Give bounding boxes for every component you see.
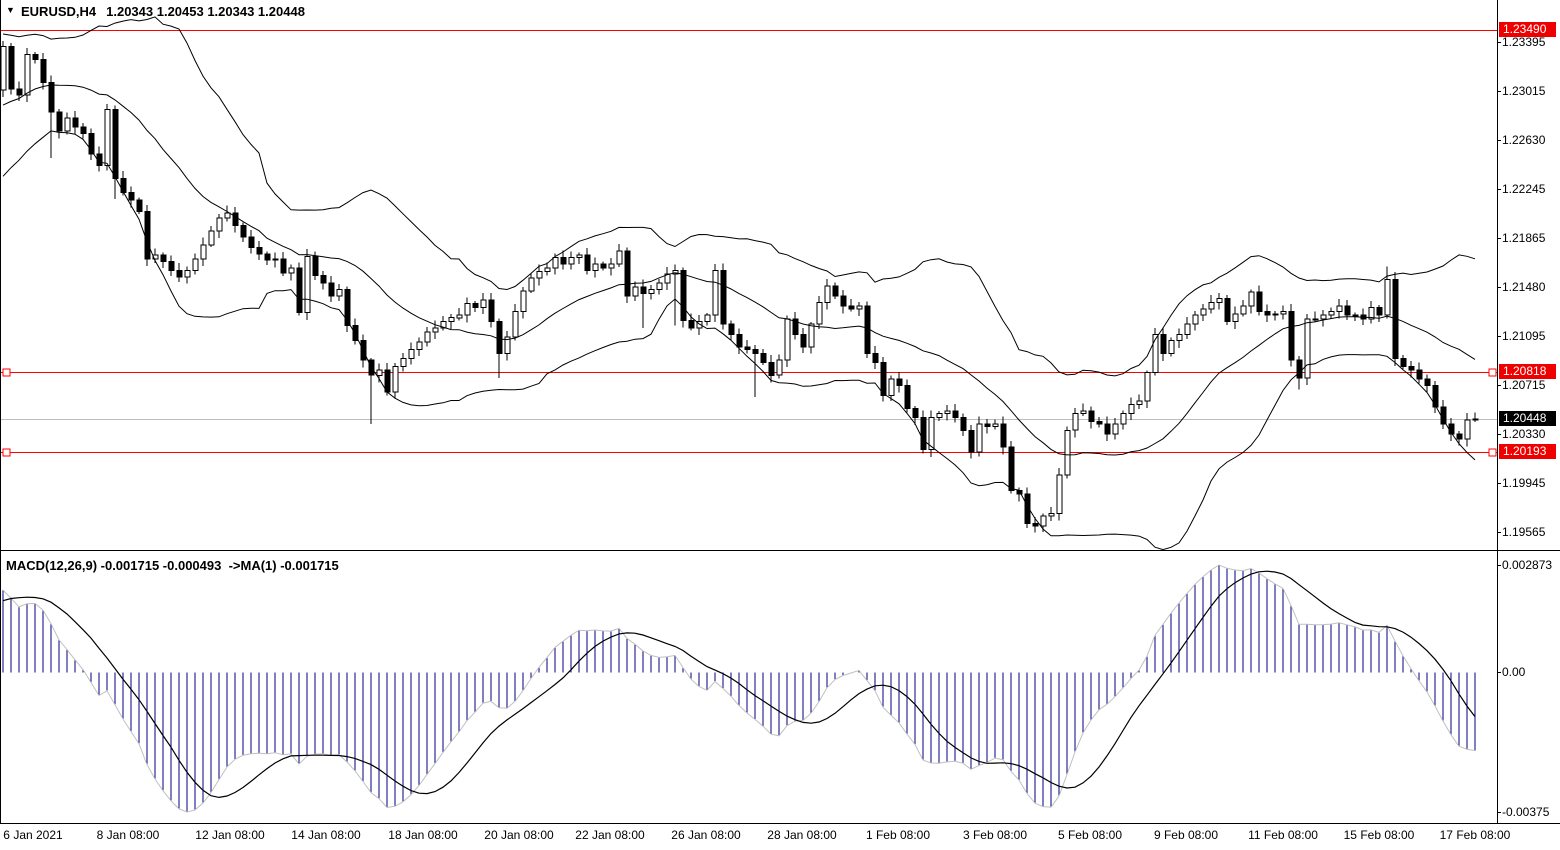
hline-handles[interactable] bbox=[2, 368, 1497, 457]
candles-layer bbox=[0, 41, 1479, 533]
horizontal-level-lines bbox=[0, 30, 1497, 453]
hline-handle[interactable] bbox=[2, 368, 11, 377]
bollinger-bands bbox=[2, 16, 1476, 550]
hline-handle[interactable] bbox=[1488, 368, 1497, 377]
symbol-dropdown-icon[interactable]: ▼ bbox=[6, 5, 15, 15]
macd-layer bbox=[2, 564, 1476, 813]
hline-handle[interactable] bbox=[2, 448, 11, 457]
hline-handle[interactable] bbox=[1488, 448, 1497, 457]
pane-frame bbox=[0, 0, 1560, 824]
